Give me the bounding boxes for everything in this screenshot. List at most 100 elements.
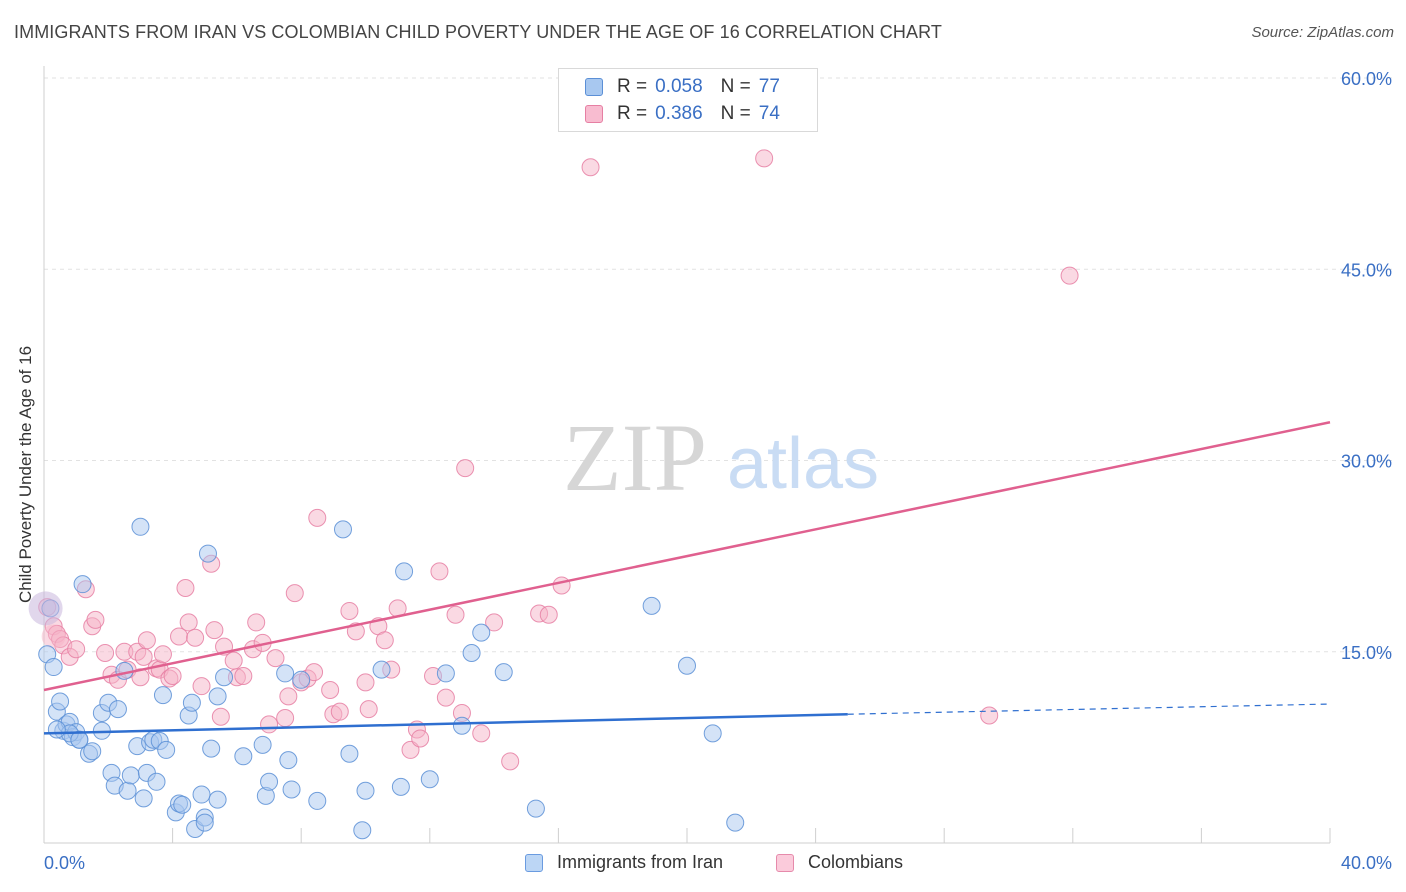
colombians-point bbox=[430, 562, 449, 581]
iran-point bbox=[494, 663, 513, 682]
y-tick-label: 45.0% bbox=[1341, 260, 1392, 280]
iran-point bbox=[452, 716, 471, 735]
legend-r-label: R = bbox=[617, 76, 648, 97]
iran-point bbox=[678, 656, 696, 675]
colombians-point bbox=[279, 687, 298, 706]
trendlines bbox=[43, 421, 1331, 735]
colombians-point bbox=[446, 605, 465, 624]
iran-point bbox=[182, 693, 201, 712]
iran-point bbox=[260, 772, 279, 791]
iran-point bbox=[208, 790, 227, 809]
iran-point bbox=[726, 813, 745, 832]
iran-point bbox=[134, 789, 153, 808]
iran-point bbox=[436, 664, 455, 683]
colombians-point-large bbox=[41, 624, 66, 649]
series-legend: Immigrants from Iran Colombians bbox=[0, 852, 1406, 878]
legend-row-colombians: R = 0.386 N = 74 bbox=[585, 102, 780, 126]
correlation-legend: R = 0.058 N = 77 R = 0.386 N = 74 bbox=[558, 68, 818, 132]
iran-trendline-extension bbox=[847, 703, 1331, 715]
colombians-point bbox=[755, 149, 774, 168]
watermark-zip: ZIP bbox=[563, 404, 707, 511]
colombians-point bbox=[552, 576, 571, 595]
iran-point bbox=[372, 660, 391, 679]
iran-point bbox=[153, 686, 172, 705]
iran-point bbox=[526, 799, 545, 818]
iran-point bbox=[121, 766, 140, 785]
iran-point bbox=[157, 740, 176, 759]
chart-title: IMMIGRANTS FROM IRAN VS COLOMBIAN CHILD … bbox=[14, 22, 942, 42]
colombians-point bbox=[153, 645, 172, 664]
iran-point bbox=[51, 692, 70, 711]
y-tick-label: 60.0% bbox=[1341, 69, 1392, 89]
colombians-point bbox=[401, 740, 420, 759]
iran-point bbox=[215, 668, 234, 687]
colombians-point bbox=[581, 158, 600, 177]
colombians-point bbox=[472, 724, 491, 743]
colombians-point bbox=[456, 459, 475, 478]
colombians-point bbox=[266, 649, 285, 668]
x-tick-label: 40.0% bbox=[1341, 853, 1392, 873]
iran-point bbox=[308, 791, 327, 810]
legend-label-iran: Immigrants from Iran bbox=[557, 852, 724, 872]
colombians-point bbox=[321, 681, 340, 699]
iran-point bbox=[353, 821, 372, 840]
iran-point bbox=[173, 795, 192, 814]
colombians-point bbox=[980, 706, 999, 725]
colombians-point bbox=[186, 628, 205, 647]
colombians-point bbox=[247, 613, 266, 632]
colombians-point bbox=[137, 631, 156, 650]
iran-point-large bbox=[28, 591, 63, 626]
colombians-point bbox=[96, 644, 115, 663]
colombians-points bbox=[38, 149, 1079, 771]
colombians-point bbox=[86, 610, 105, 629]
iran-point bbox=[208, 687, 227, 706]
legend-r-value: 0.386 bbox=[655, 103, 703, 124]
legend-item-iran: Immigrants from Iran bbox=[525, 852, 723, 873]
legend-label-colombians: Colombians bbox=[808, 852, 904, 872]
iran-point bbox=[192, 785, 211, 804]
iran-point bbox=[356, 781, 375, 800]
iran-point bbox=[234, 747, 253, 766]
colombians-point bbox=[308, 508, 327, 527]
colombians-point bbox=[163, 666, 182, 685]
colombians-point bbox=[176, 579, 195, 597]
colombians-point bbox=[485, 613, 504, 632]
legend-swatch-colombians bbox=[776, 853, 794, 872]
legend-r-value: 0.058 bbox=[655, 76, 703, 97]
colombians-point bbox=[276, 709, 295, 728]
iran-point bbox=[420, 770, 439, 789]
colombians-point bbox=[340, 601, 359, 620]
iran-point bbox=[279, 751, 298, 770]
iran-point bbox=[333, 520, 352, 539]
colombians-point bbox=[260, 715, 279, 734]
iran-point bbox=[73, 575, 92, 594]
colombians-trendline bbox=[43, 421, 1331, 692]
iran-point bbox=[292, 670, 311, 689]
iran-point bbox=[202, 739, 221, 758]
iran-point bbox=[70, 730, 89, 749]
colombians-point bbox=[234, 666, 253, 685]
colombians-point bbox=[224, 651, 243, 670]
iran-point bbox=[47, 720, 66, 739]
legend-swatch-colombians bbox=[585, 105, 603, 123]
colombians-point bbox=[179, 613, 198, 632]
colombians-point bbox=[1060, 266, 1079, 285]
iran-point bbox=[147, 772, 166, 791]
iran-point bbox=[472, 623, 491, 642]
iran-point bbox=[83, 742, 102, 761]
iran-point bbox=[44, 658, 63, 677]
iran-point bbox=[642, 596, 661, 615]
colombians-point bbox=[436, 688, 455, 707]
iran-point bbox=[195, 813, 214, 832]
grid-layer bbox=[44, 77, 1392, 653]
y-tick-label: 30.0% bbox=[1341, 452, 1392, 472]
colombians-point bbox=[67, 640, 86, 659]
iran-point bbox=[391, 777, 410, 796]
iran-point bbox=[198, 544, 217, 563]
source-credit: Source: ZipAtlas.com bbox=[1251, 24, 1394, 41]
colombians-point bbox=[285, 584, 304, 603]
colombians-point bbox=[205, 621, 224, 640]
colombians-point bbox=[211, 707, 230, 726]
legend-r-label: R = bbox=[617, 103, 648, 124]
